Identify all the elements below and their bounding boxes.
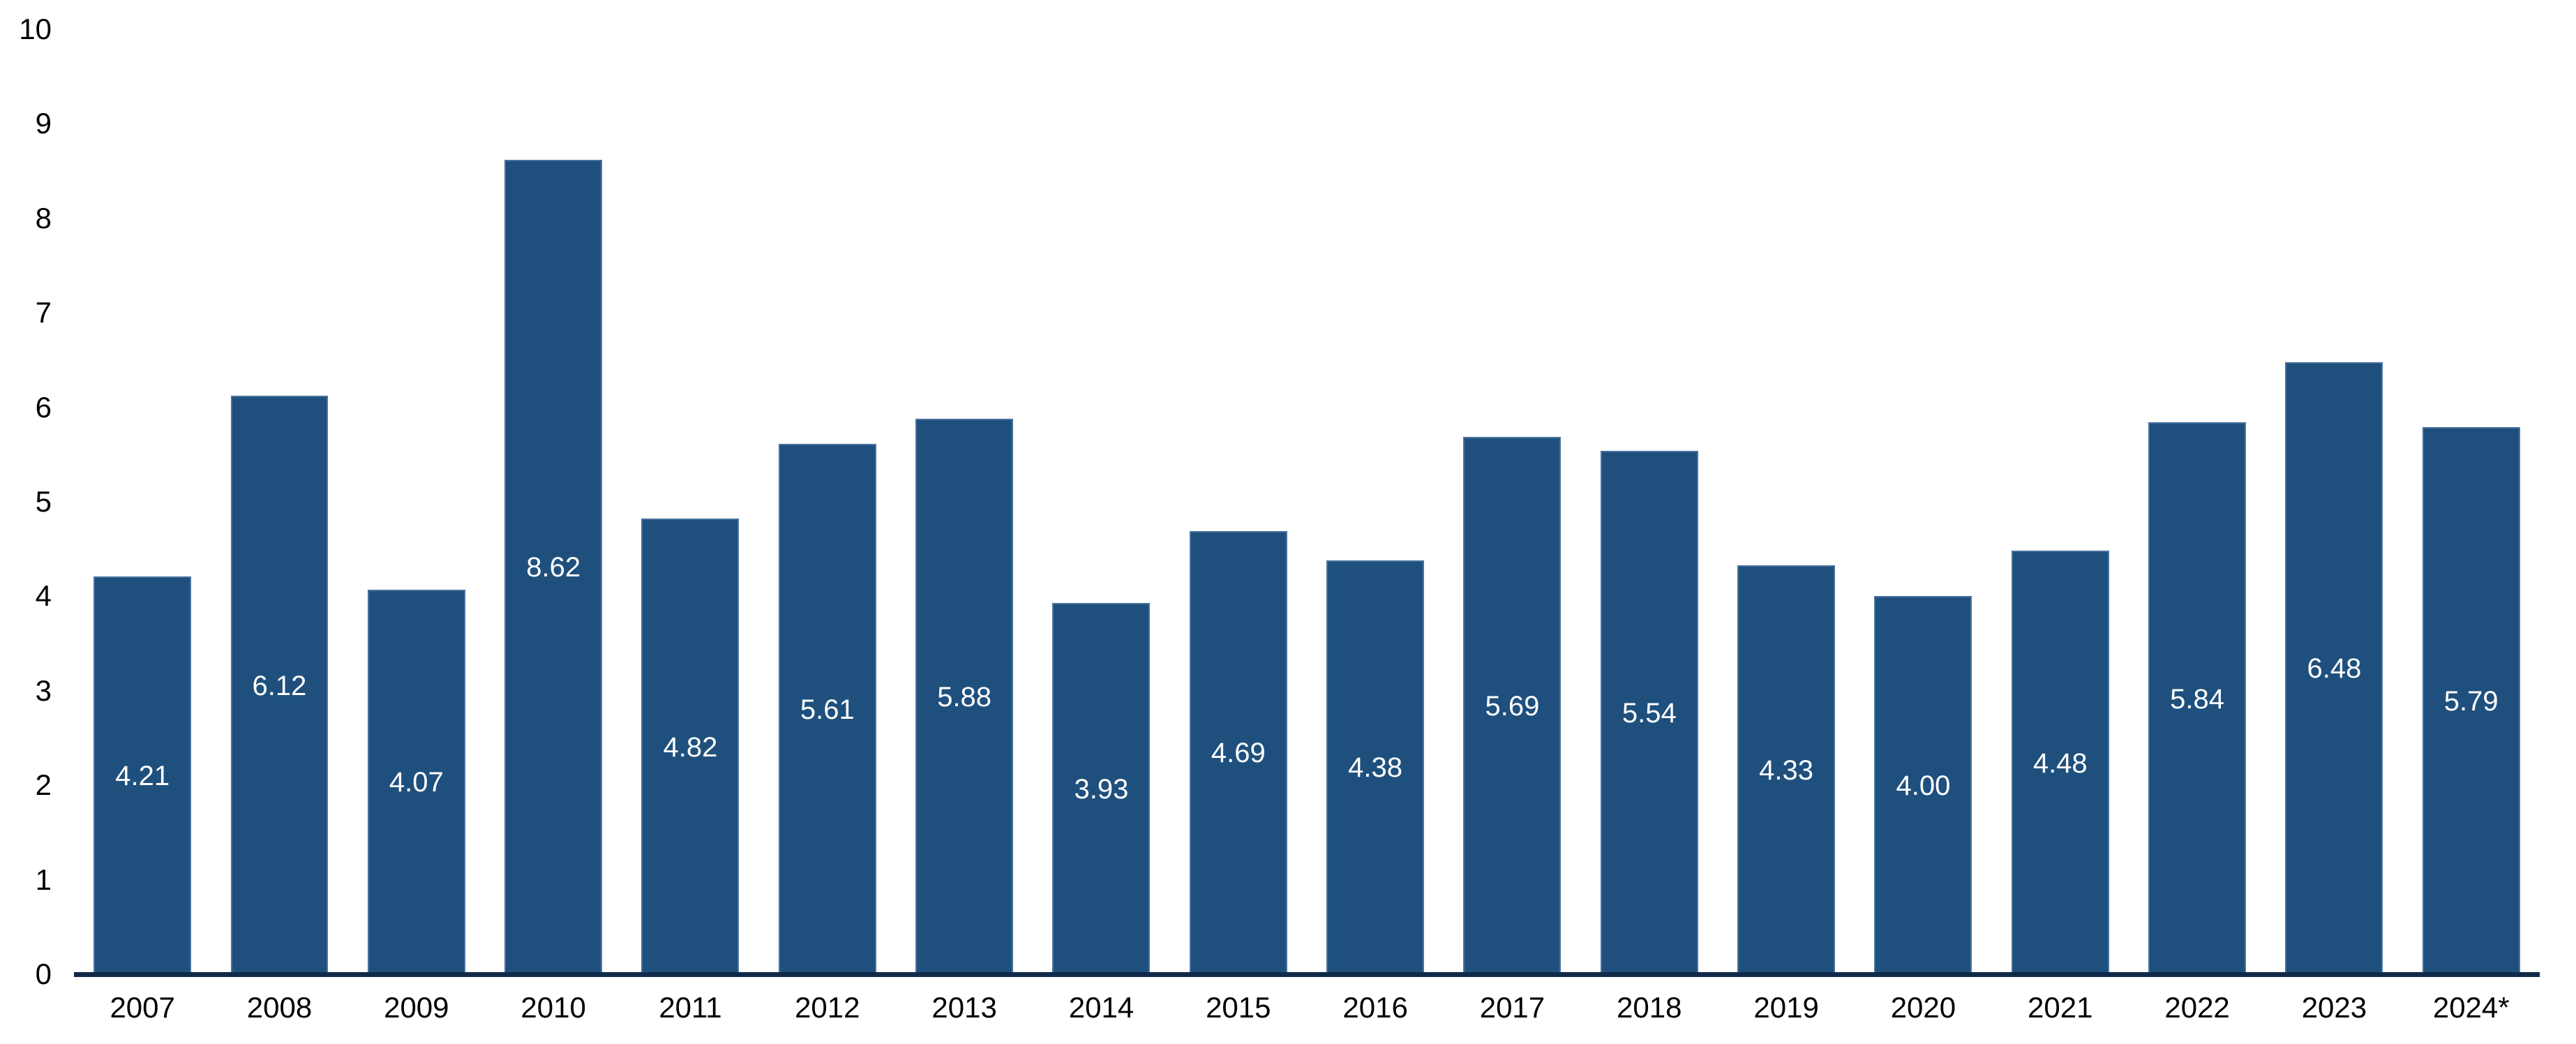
x-axis: 2007 2008 2009 2010 2011 2012 2013 2014 2015 2016…	[74, 987, 2540, 1029]
bar: 5.54	[1600, 450, 1698, 974]
x-tick-label: 2009	[384, 991, 449, 1024]
x-tick-label: 2023	[2301, 991, 2367, 1024]
bar-value-label: 4.21	[115, 760, 170, 791]
bar: 4.38	[1326, 560, 1425, 974]
bar-value-label: 4.38	[1348, 752, 1403, 784]
bar-value-label: 6.48	[2307, 653, 2362, 685]
bar-value-label: 4.48	[2032, 747, 2088, 779]
y-tick-label: 8	[35, 201, 52, 234]
y-tick-label: 9	[35, 107, 52, 140]
x-tick-label: 2021	[2028, 991, 2093, 1024]
bar-value-label: 5.88	[937, 681, 992, 713]
bar-slot: 5.69	[1444, 29, 1580, 974]
x-tick-label: 2018	[1617, 991, 1682, 1024]
bar-value-label: 5.69	[1485, 690, 1540, 722]
bar-value-label: 4.33	[1759, 754, 1814, 786]
x-tick-label: 2024*	[2432, 991, 2510, 1024]
x-axis-line	[74, 972, 2540, 977]
bar-value-label: 4.69	[1211, 738, 1266, 769]
bar-slot: 4.33	[1718, 29, 1855, 974]
x-tick-label: 2016	[1342, 991, 1408, 1024]
bar: 4.33	[1737, 565, 1836, 974]
bar: 6.12	[230, 396, 329, 974]
bar: 3.93	[1052, 602, 1151, 974]
y-tick-label: 10	[19, 13, 52, 45]
bar-value-label: 5.61	[800, 694, 855, 726]
bar-slot: 4.07	[348, 29, 485, 974]
bar-slot: 5.88	[896, 29, 1033, 974]
bar-slot: 4.48	[1992, 29, 2129, 974]
bar-value-label: 5.79	[2443, 686, 2499, 717]
bar: 4.48	[2011, 551, 2109, 974]
x-tick-label: 2011	[659, 991, 722, 1024]
y-tick-label: 4	[35, 579, 52, 613]
x-tick-label: 2022	[2164, 991, 2230, 1024]
bar-value-label: 5.84	[2170, 683, 2225, 715]
bar-value-label: 8.62	[526, 552, 581, 583]
bar: 4.21	[93, 576, 192, 974]
plot-area: 4.21 6.12 4.07 8.62 4.82 5.61 5.88 3.93 4.69 4.38…	[74, 29, 2540, 977]
bar-value-label: 4.82	[663, 731, 718, 763]
bar-slot: 5.61	[759, 29, 896, 974]
bars: 4.21 6.12 4.07 8.62 4.82 5.61 5.88 3.93 4.69 4.38…	[74, 29, 2540, 974]
x-tick-label: 2010	[521, 991, 586, 1024]
bar-slot: 5.54	[1581, 29, 1718, 974]
bar-value-label: 4.00	[1896, 770, 1951, 802]
bar: 5.61	[778, 444, 876, 974]
y-tick-label: 3	[35, 673, 52, 707]
bar-slot: 3.93	[1033, 29, 1169, 974]
bar: 5.79	[2422, 427, 2520, 974]
bar-slot: 5.84	[2129, 29, 2266, 974]
bar-slot: 4.69	[1170, 29, 1307, 974]
x-tick-label: 2019	[1753, 991, 1819, 1024]
y-tick-label: 2	[35, 768, 52, 802]
y-tick-label: 6	[35, 390, 52, 424]
bar-slot: 4.82	[622, 29, 758, 974]
bar-slot: 6.48	[2266, 29, 2402, 974]
y-tick-label: 5	[35, 485, 52, 518]
bar-value-label: 5.54	[1622, 697, 1677, 729]
x-tick-label: 2012	[795, 991, 860, 1024]
x-tick-label: 2013	[931, 991, 997, 1024]
y-axis: 0 1 2 3 4 5 6 7 8 9 10	[0, 0, 52, 1044]
bar-value-label: 3.93	[1074, 773, 1129, 805]
bar: 5.84	[2148, 422, 2247, 974]
y-tick-label: 7	[35, 296, 52, 329]
x-tick-label: 2014	[1068, 991, 1135, 1024]
x-tick-label: 2008	[246, 991, 313, 1024]
bar-slot: 8.62	[485, 29, 622, 974]
bar: 4.00	[1874, 596, 1972, 974]
x-tick-label: 2020	[1890, 991, 1956, 1024]
bar: 6.48	[2285, 361, 2383, 974]
bar: 8.62	[504, 159, 603, 974]
bar-value-label: 6.12	[252, 670, 307, 701]
bar-slot: 4.00	[1855, 29, 1991, 974]
y-tick-label: 0	[35, 957, 52, 990]
bar: 5.69	[1463, 436, 1562, 974]
x-tick-label: 2015	[1206, 991, 1271, 1024]
bar-slot: 6.12	[211, 29, 347, 974]
bar-slot: 5.79	[2403, 29, 2540, 974]
bar: 4.69	[1189, 530, 1287, 974]
bar-slot: 4.21	[74, 29, 211, 974]
bar: 4.07	[367, 589, 465, 974]
y-tick-label: 1	[35, 863, 52, 896]
x-tick-label: 2017	[1479, 991, 1545, 1024]
bar: 4.82	[641, 519, 740, 974]
bar-value-label: 4.07	[389, 767, 444, 798]
x-tick-label: 2007	[110, 991, 175, 1024]
bar: 5.88	[915, 418, 1014, 974]
bar-slot: 4.38	[1307, 29, 1444, 974]
